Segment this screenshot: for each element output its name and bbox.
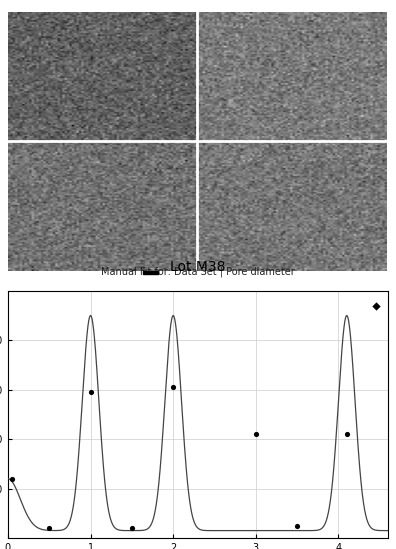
Text: Manual Fit for: Data Set | Pore diameter: Manual Fit for: Data Set | Pore diameter: [101, 267, 295, 277]
Point: [373, 301, 379, 310]
Point: [294, 521, 300, 530]
Point: [46, 524, 52, 533]
Point: [170, 383, 176, 391]
Point: [88, 388, 94, 396]
Point: [253, 430, 259, 439]
Point: [9, 474, 15, 483]
Point: [344, 430, 350, 439]
Title: Lot M38: Lot M38: [170, 260, 226, 274]
Point: [129, 524, 135, 533]
